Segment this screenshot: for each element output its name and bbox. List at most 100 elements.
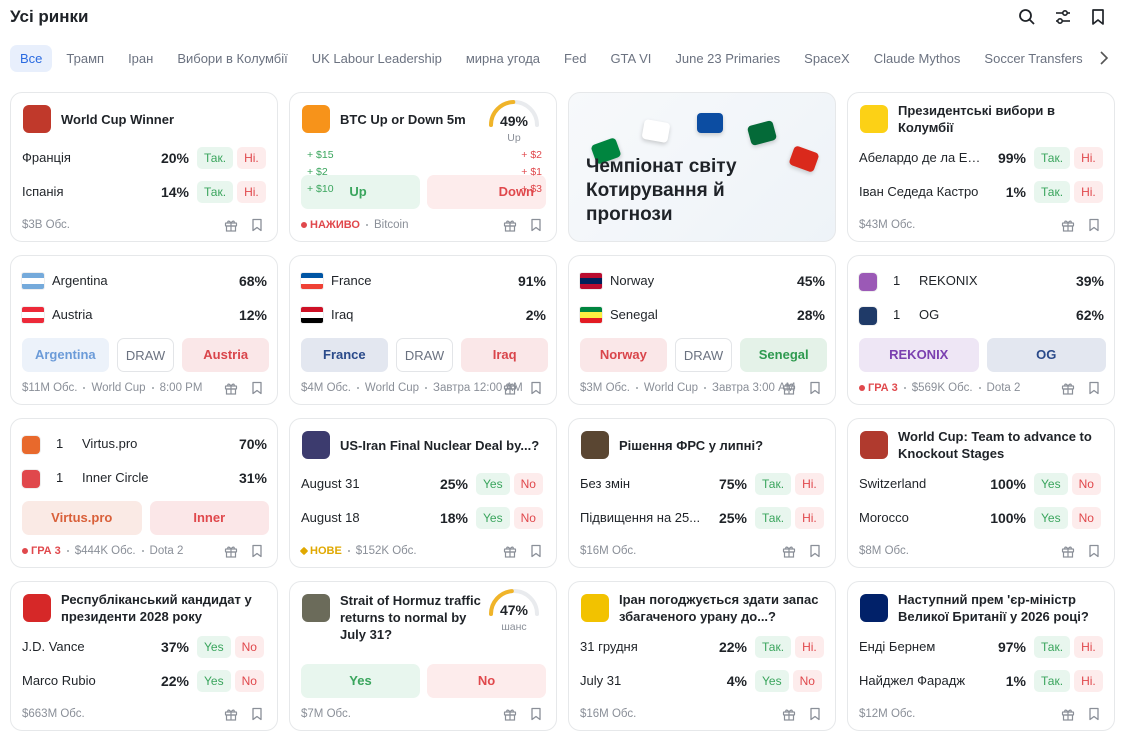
yes-button[interactable]: Так. [1034, 670, 1071, 692]
tabs-next[interactable] [1096, 49, 1112, 67]
yes-button[interactable]: Yes [1034, 507, 1068, 529]
yes-button[interactable]: Так. [197, 181, 234, 203]
bookmark-button[interactable] [1086, 543, 1102, 559]
gift-button[interactable] [502, 543, 518, 559]
no-button[interactable]: Ні. [795, 507, 824, 529]
yes-button[interactable]: Так. [197, 147, 234, 169]
no-button[interactable]: No [427, 664, 546, 698]
tab[interactable]: June 23 Primaries [675, 51, 781, 66]
gift-button[interactable] [223, 217, 239, 233]
outcome-button[interactable]: France [301, 338, 388, 372]
yes-button[interactable]: Yes [301, 664, 420, 698]
market-card[interactable]: Іран погоджується здати запас збагаченог… [568, 581, 836, 731]
no-button[interactable]: No [513, 473, 543, 495]
filter-icon[interactable] [1053, 7, 1073, 27]
bookmark-button[interactable] [249, 217, 265, 233]
gift-button[interactable] [781, 380, 797, 396]
market-card[interactable]: Республіканський кандидат у президенти 2… [10, 581, 278, 731]
market-card[interactable]: US-Iran Final Nuclear Deal by...? August … [289, 418, 557, 568]
bookmark-button[interactable] [1086, 706, 1102, 722]
market-card[interactable]: Президентські вибори в Колумбії Абелардо … [847, 92, 1115, 242]
tab[interactable]: Вибори в Колумбії [177, 51, 288, 66]
outcome-button[interactable]: Senegal [740, 338, 828, 372]
market-card[interactable]: Чемпіонат світу Котирування й прогнози [568, 92, 836, 242]
yes-button[interactable]: Так. [1034, 147, 1071, 169]
bookmark-button[interactable] [528, 217, 544, 233]
yes-button[interactable]: Yes [197, 636, 231, 658]
market-card[interactable]: Рішення ФРС у липні? Без змін 75% Так. Ні. Пі… [568, 418, 836, 568]
gift-button[interactable] [502, 380, 518, 396]
yes-button[interactable]: Yes [1034, 473, 1068, 495]
market-card[interactable]: Наступний прем 'єр-міністр Великої Брита… [847, 581, 1115, 731]
no-button[interactable]: No [1071, 473, 1101, 495]
yes-button[interactable]: Так. [755, 507, 792, 529]
market-card[interactable]: Norway 45% Senegal 28% Norway DRAW Senegal $3M … [568, 255, 836, 405]
gift-button[interactable] [223, 543, 239, 559]
tab[interactable]: UK Labour Leadership [311, 51, 442, 66]
yes-button[interactable]: Так. [1034, 181, 1071, 203]
bookmark-icon[interactable] [1088, 7, 1108, 27]
no-button[interactable]: Ні. [237, 147, 266, 169]
tab[interactable]: Soccer Transfers [984, 51, 1083, 66]
no-button[interactable]: No [1071, 507, 1101, 529]
outcome-button[interactable]: Norway [580, 338, 667, 372]
outcome-button[interactable]: OG [986, 338, 1106, 372]
market-card[interactable]: World Cup: Team to advance to Knockout S… [847, 418, 1115, 568]
no-button[interactable]: Ні. [795, 636, 824, 658]
yes-button[interactable]: Yes [755, 670, 789, 692]
market-card[interactable]: 1 Virtus.pro 70% 1 Inner Circle 31% Virtus.pro… [10, 418, 278, 568]
market-card[interactable]: Strait of Hormuz traffic returns to norm… [289, 581, 557, 731]
tab[interactable]: Fed [564, 51, 587, 66]
no-button[interactable]: No [513, 507, 543, 529]
outcome-button[interactable]: Virtus.pro [22, 501, 142, 535]
no-button[interactable]: Ні. [237, 181, 266, 203]
no-button[interactable]: No [234, 670, 264, 692]
outcome-button[interactable]: Inner [149, 501, 269, 535]
no-button[interactable]: Ні. [1074, 181, 1103, 203]
tab[interactable]: Трамп [66, 51, 105, 66]
bookmark-button[interactable] [1086, 217, 1102, 233]
outcome-button[interactable]: DRAW [395, 338, 454, 372]
no-button[interactable]: Ні. [1074, 147, 1103, 169]
gift-button[interactable] [1060, 706, 1076, 722]
bookmark-button[interactable] [807, 543, 823, 559]
no-button[interactable]: Ні. [1074, 636, 1103, 658]
no-button[interactable]: Ні. [1074, 670, 1103, 692]
no-button[interactable]: No [792, 670, 822, 692]
gift-button[interactable] [502, 217, 518, 233]
bookmark-button[interactable] [1086, 380, 1102, 396]
bookmark-button[interactable] [807, 380, 823, 396]
yes-button[interactable]: Yes [476, 507, 510, 529]
yes-button[interactable]: Так. [1034, 636, 1071, 658]
gift-button[interactable] [223, 706, 239, 722]
bookmark-button[interactable] [528, 380, 544, 396]
tab[interactable]: Все [10, 45, 53, 72]
market-card[interactable]: BTC Up or Down 5m 49% Up Up Down + $15 + $2 + $… [289, 92, 557, 242]
bookmark-button[interactable] [249, 543, 265, 559]
bookmark-button[interactable] [249, 380, 265, 396]
yes-button[interactable]: Yes [197, 670, 231, 692]
outcome-button[interactable]: Iraq [461, 338, 549, 372]
gift-button[interactable] [1060, 543, 1076, 559]
yes-button[interactable]: Так. [755, 636, 792, 658]
up-button[interactable]: Up [301, 175, 420, 209]
bookmark-button[interactable] [249, 706, 265, 722]
tab[interactable]: GTA VI [610, 51, 652, 66]
market-card[interactable]: France 91% Iraq 2% France DRAW Iraq $4M Обс. Wor… [289, 255, 557, 405]
tab[interactable]: Іран [128, 51, 154, 66]
tab[interactable]: SpaceX [804, 51, 850, 66]
bookmark-button[interactable] [807, 706, 823, 722]
yes-button[interactable]: Так. [755, 473, 792, 495]
gift-button[interactable] [781, 543, 797, 559]
tab[interactable]: Claude Mythos [873, 51, 961, 66]
gift-button[interactable] [502, 706, 518, 722]
market-card[interactable]: Argentina 68% Austria 12% Argentina DRAW Austr… [10, 255, 278, 405]
down-button[interactable]: Down [427, 175, 546, 209]
outcome-button[interactable]: DRAW [116, 338, 175, 372]
gift-button[interactable] [1060, 217, 1076, 233]
market-card[interactable]: World Cup Winner Франція 20% Так. Ні. Іспанія… [10, 92, 278, 242]
gift-button[interactable] [1060, 380, 1076, 396]
bookmark-button[interactable] [528, 706, 544, 722]
yes-button[interactable]: Yes [476, 473, 510, 495]
no-button[interactable]: Ні. [795, 473, 824, 495]
